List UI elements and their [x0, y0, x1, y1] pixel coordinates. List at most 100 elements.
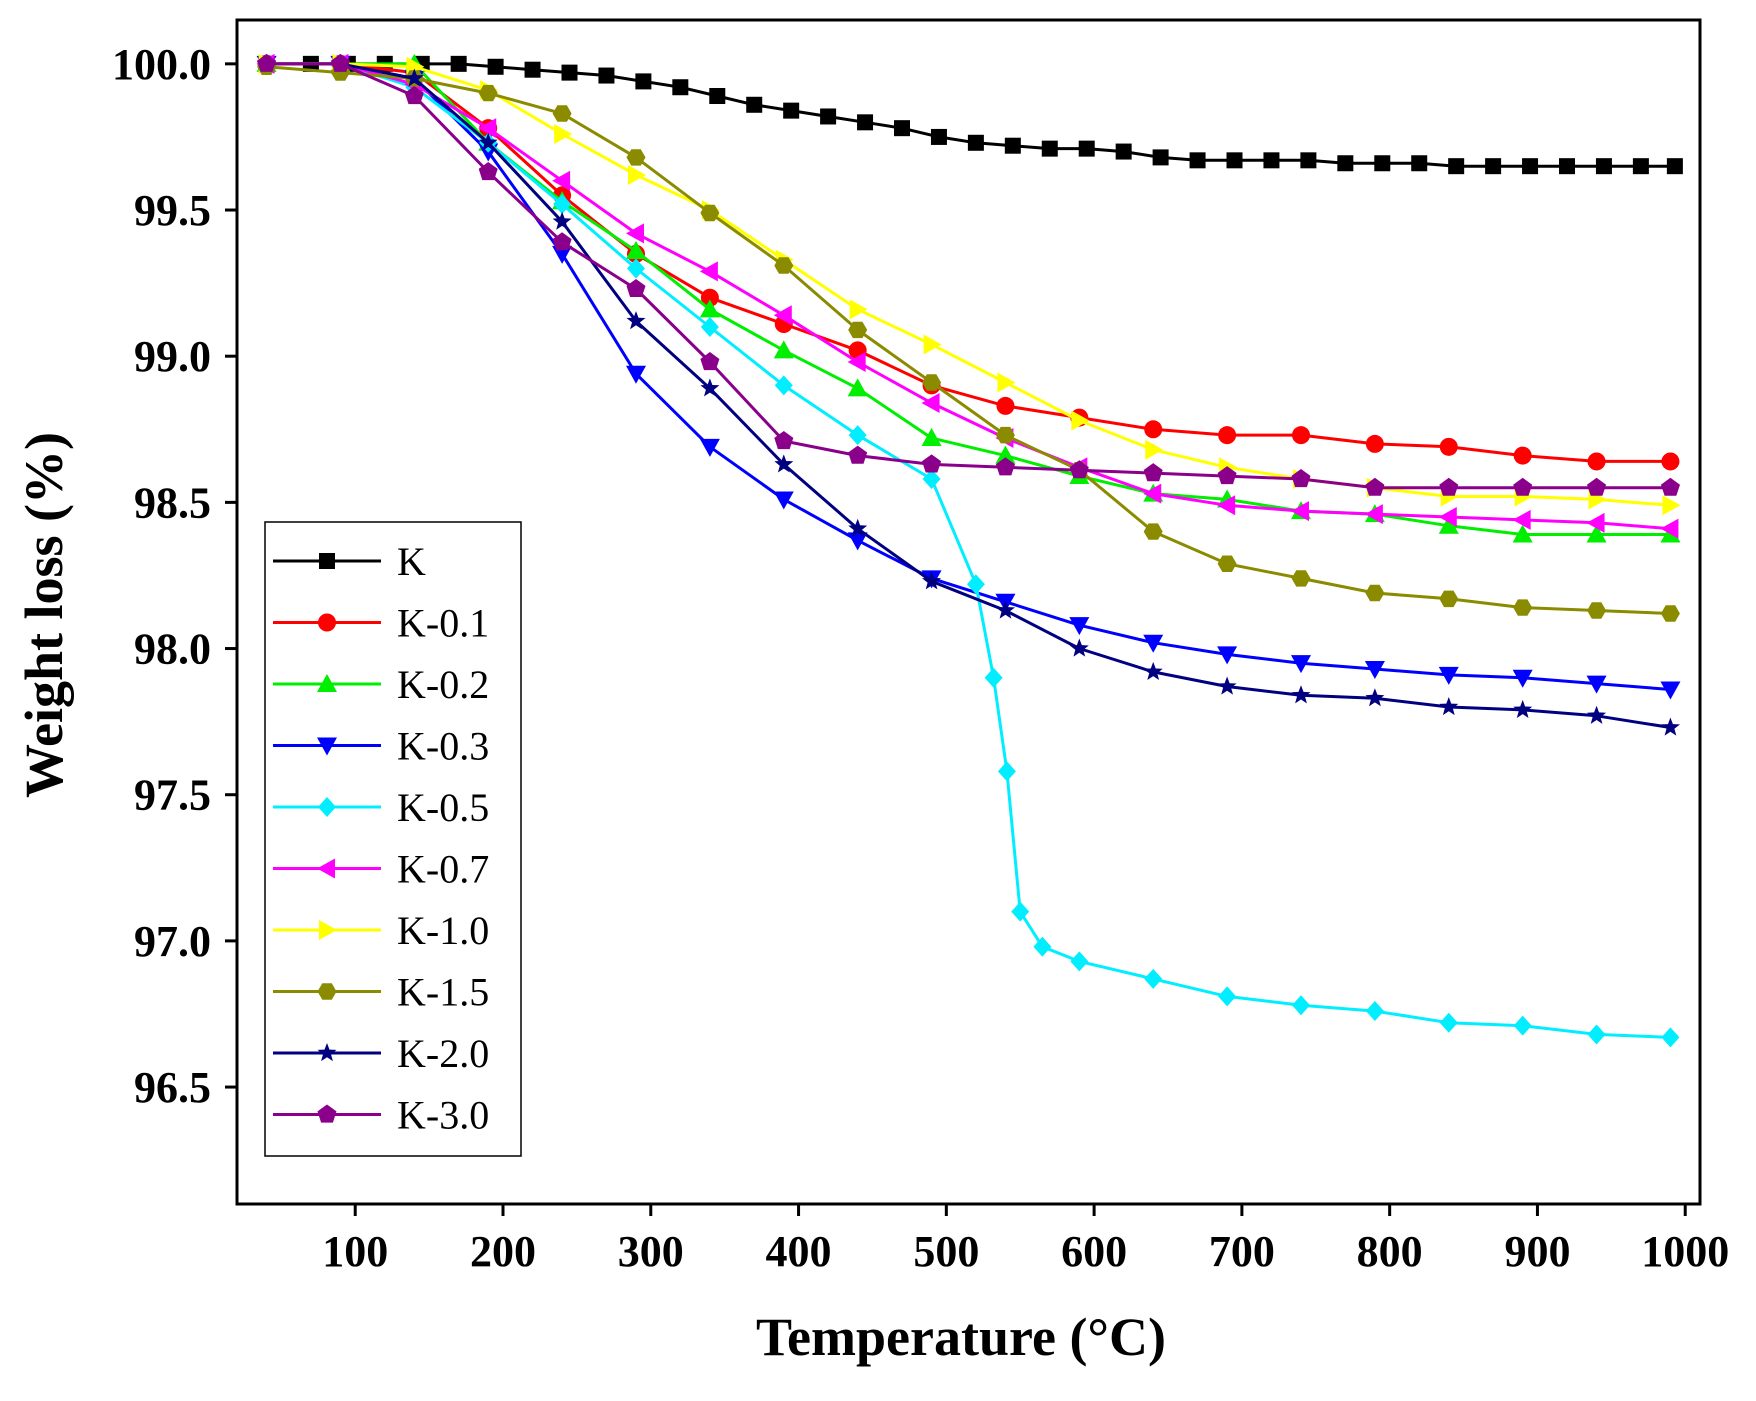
data-point-k [967, 134, 984, 151]
data-point-k-0-3 [552, 245, 573, 264]
data-point-k-0-3 [1069, 617, 1090, 636]
data-point-k-0-7 [626, 223, 644, 244]
y-tick-label: 99.0 [134, 332, 211, 381]
data-point-k [1374, 155, 1391, 172]
data-point-k [487, 58, 504, 75]
legend-label: K-0.1 [397, 601, 489, 646]
data-point-k-1-5 [1143, 523, 1163, 540]
series-line-k-1-5 [266, 65, 1671, 615]
y-tick-label: 96.5 [134, 1063, 211, 1112]
data-point-k-1-5 [1439, 590, 1459, 608]
data-point-k-1-5 [848, 321, 868, 339]
data-point-k-0-7 [478, 118, 497, 139]
data-point-k-0-3 [1586, 675, 1607, 694]
x-tick-label: 600 [1061, 1227, 1127, 1276]
data-point-k-1-5 [1660, 605, 1680, 622]
data-point-k-0-2 [1586, 524, 1607, 543]
data-point-k-0-7 [699, 261, 718, 282]
legend-label: K-2.0 [397, 1031, 489, 1076]
data-point-k-0-7 [1512, 509, 1531, 530]
data-point-k-1-5 [774, 257, 794, 274]
data-point-k-1-0 [923, 334, 942, 355]
data-point-k [1337, 155, 1354, 172]
data-point-k-3-0 [848, 445, 868, 464]
legend-item-k-2-0: K-2.0 [273, 1031, 489, 1076]
x-tick-label: 1000 [1641, 1227, 1729, 1276]
data-point-k-2-0 [848, 518, 868, 537]
data-point-k-2-0 [1291, 685, 1311, 704]
data-point-k-3-0 [1587, 477, 1607, 496]
x-tick-label: 400 [766, 1227, 832, 1276]
data-point-k [1666, 158, 1683, 175]
data-point-k-0-1 [1587, 452, 1606, 471]
data-point-k [930, 128, 947, 145]
data-point-k-0-1 [1661, 452, 1680, 471]
data-point-k-1-5 [700, 204, 720, 222]
data-point-k-2-0 [478, 132, 498, 151]
legend-label: K-1.5 [397, 970, 489, 1015]
data-point-k-0-7 [1217, 495, 1236, 516]
data-point-k [1411, 155, 1428, 172]
legend-item-k-0-7: K-0.7 [273, 847, 489, 892]
legend-item-k-3-0: K-3.0 [273, 1093, 489, 1138]
y-tick-label: 97.0 [134, 917, 211, 966]
data-point-k-0-5 [922, 468, 941, 489]
data-point-k-0-5 [966, 574, 985, 595]
data-point-k-0-7 [773, 305, 792, 326]
data-point-k-2-0 [552, 211, 572, 230]
data-point-k-3-0 [1439, 477, 1459, 496]
data-point-k-2-0 [1587, 705, 1607, 724]
data-point-k [1004, 137, 1021, 154]
legend-label: K [397, 539, 426, 584]
data-point-k-0-5 [848, 425, 867, 446]
data-point-k-0-3 [773, 491, 794, 510]
data-point-k [1078, 140, 1095, 157]
x-tick-label: 500 [913, 1227, 979, 1276]
data-point-k [450, 55, 467, 72]
data-point-k-2-0 [1069, 638, 1089, 657]
data-point-k-0-7 [1291, 501, 1309, 522]
data-point-k-1-0 [1145, 439, 1164, 460]
data-point-k-0-2 [773, 340, 794, 359]
legend-item-k-0-3: K-0.3 [273, 724, 489, 769]
data-point-k [1189, 152, 1206, 169]
data-point-k-0-5 [1292, 995, 1310, 1016]
data-point-k-2-0 [626, 311, 646, 330]
data-point-k-0-1 [1365, 434, 1384, 453]
legend-item-k-0-5: K-0.5 [273, 785, 489, 830]
legend-marker [317, 1104, 337, 1123]
data-point-k [561, 64, 578, 81]
data-point-k-0-7 [552, 170, 571, 191]
data-point-k-0-3 [626, 365, 646, 384]
data-point-k-0-2 [847, 378, 868, 397]
legend-marker [317, 983, 337, 1000]
x-tick-label: 100 [322, 1227, 388, 1276]
data-point-k [672, 79, 689, 96]
legend-marker [317, 674, 337, 692]
data-point-k-0-2 [626, 240, 646, 259]
data-point-k-3-0 [1069, 460, 1089, 479]
data-point-k-0-1 [996, 396, 1015, 415]
data-point-k-1-5 [1217, 555, 1237, 572]
x-tick-label: 900 [1504, 1227, 1570, 1276]
legend-label: K-0.7 [397, 847, 489, 892]
y-tick-label: 98.5 [134, 478, 211, 527]
data-point-k-0-3 [699, 438, 720, 457]
data-point-k-0-7 [1364, 504, 1383, 525]
data-point-k-2-0 [1143, 661, 1163, 680]
legend-label: K-0.3 [397, 724, 489, 769]
data-point-k-0-2 [921, 428, 942, 447]
data-point-k-0-5 [1661, 1027, 1680, 1048]
data-point-k-1-5 [1513, 599, 1533, 616]
data-point-k-1-5 [552, 105, 572, 122]
x-tick-label: 700 [1209, 1227, 1275, 1276]
legend-item-k-1-0: K-1.0 [273, 908, 489, 953]
series-k [258, 55, 1683, 175]
x-tick-label: 300 [618, 1227, 684, 1276]
data-point-k [1485, 158, 1502, 175]
data-point-k-3-0 [1513, 477, 1533, 496]
legend: K K-0.1 K-0.2 K-0.3 K-0.5 K-0.7 K-1.0 K-1.5 K-2.… [264, 521, 522, 1157]
legend-label: K-0.5 [397, 785, 489, 830]
data-point-k-0-2 [995, 445, 1016, 464]
data-point-k-3-0 [1217, 466, 1237, 485]
